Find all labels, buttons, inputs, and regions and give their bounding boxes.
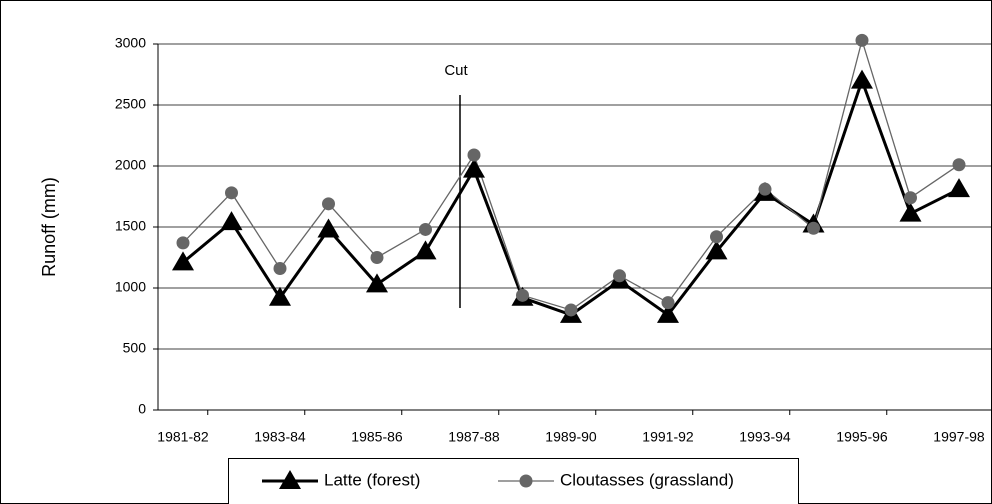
- x-tick-label: 1991-92: [642, 429, 694, 445]
- x-tick-label: 1993-94: [739, 429, 791, 445]
- point: [176, 236, 190, 250]
- x-tick-label: 1995-96: [836, 429, 888, 445]
- point: [661, 296, 675, 310]
- x-tick-label: 1989-90: [545, 429, 597, 445]
- x-tick-label: 1987-88: [448, 429, 500, 445]
- legend-label: Latte (forest): [324, 470, 420, 489]
- x-tick-label: 1985-86: [351, 429, 403, 445]
- y-tick-label: 2500: [115, 96, 146, 112]
- point: [273, 261, 287, 275]
- point: [322, 197, 335, 211]
- point: [225, 186, 238, 200]
- y-tick-label: 2000: [115, 157, 146, 173]
- point: [758, 182, 772, 196]
- point: [904, 191, 917, 205]
- x-tick-label: 1981-82: [157, 429, 209, 445]
- point: [463, 158, 485, 178]
- point: [172, 251, 194, 271]
- point: [855, 33, 869, 47]
- annotation: Cut: [444, 62, 468, 79]
- point: [419, 222, 432, 236]
- point: [952, 158, 966, 172]
- point: [613, 269, 626, 283]
- point: [269, 286, 291, 306]
- point: [220, 211, 243, 231]
- point: [948, 178, 970, 198]
- point: [519, 474, 533, 488]
- y-tick-label: 3000: [115, 35, 146, 51]
- point: [710, 230, 723, 244]
- point: [279, 470, 301, 489]
- point: [807, 221, 820, 235]
- point: [467, 148, 481, 162]
- point: [317, 218, 340, 238]
- point: [516, 288, 529, 302]
- point: [705, 240, 728, 260]
- y-tick-label: 1000: [115, 279, 146, 295]
- point: [370, 251, 384, 264]
- point: [899, 202, 922, 222]
- legend-label: Cloutasses (grassland): [560, 470, 734, 489]
- y-tick-label: 0: [138, 401, 146, 417]
- y-tick-label: 1500: [115, 218, 146, 234]
- x-tick-label: 1983-84: [254, 429, 306, 445]
- point: [657, 303, 679, 323]
- x-tick-label: 1997-98: [933, 429, 985, 445]
- point: [564, 303, 578, 317]
- point: [851, 69, 873, 89]
- point: [414, 240, 437, 260]
- point: [366, 273, 388, 293]
- y-tick-label: 500: [123, 340, 147, 356]
- y-axis-label: Runoff (mm): [39, 177, 59, 277]
